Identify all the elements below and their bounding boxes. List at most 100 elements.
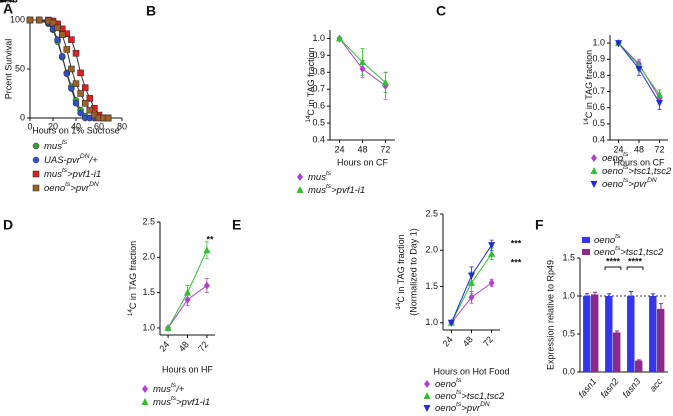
x-axis-label: Hours on HF [162,364,214,374]
lane-label: 3 [0,0,3,4]
legend-swatch [582,237,590,243]
group-label: >pvf1-i1 [0,0,16,4]
bar [583,296,591,372]
text-part: oeno [0,0,8,4]
error-bar [636,359,641,362]
data-point [164,323,172,331]
data-point [488,242,496,250]
data-point [77,90,84,97]
data-point [72,100,80,107]
x-tick-label: 72 [654,144,664,154]
error-bar [614,330,619,334]
text-part: mus [308,172,326,183]
lane-label: 1 [0,0,3,4]
y-tick-label: 0.5 [562,328,575,338]
text-part: oeno [602,153,623,164]
lane-label: 2 [0,0,3,4]
text-part: oeno [0,0,8,4]
panel-letter: F [535,217,544,233]
text-part: >tsc1,tsc2 [628,166,672,177]
y-tick-label: 0.8 [592,70,605,80]
legend-label: oenots>tsc1,tsc2 [435,389,505,401]
error-bar [585,293,590,299]
text-part: >tsc1,tsc2 [620,247,664,258]
legend-marker [590,181,598,188]
bar [613,332,621,372]
text-part: mus [44,169,62,180]
y-tick-label: 0.7 [592,86,605,96]
x-tick-label: 48 [177,339,191,353]
text-part: ts [615,245,621,252]
legend-label: oenots [435,377,462,389]
data-point [77,109,84,117]
data-point [615,40,623,48]
text-part: ts [171,382,177,389]
text-part: oeno [602,166,623,177]
text-part: ts [326,170,332,177]
legend-label: musts [308,170,332,182]
data-point [68,85,75,92]
y-tick-label: 0.5 [592,118,605,128]
x-axis-label: Hours on CF [613,157,665,167]
group-label: >pvrDN [0,0,14,4]
y-tick-label: 0.4 [592,134,605,144]
text-part: mus [0,0,7,4]
legend-marker [297,173,303,181]
text-part: >pvf1-i1 [331,185,365,196]
legend-marker [424,380,430,388]
lane-label: 3 [0,0,3,4]
group-label: oenots [0,0,13,4]
text-part: ts [623,151,629,158]
text-part: >pvf1-i1 [0,0,16,4]
data-point [86,106,94,114]
data-point [58,53,66,60]
text-part: oeno [435,403,456,414]
text-part: >pvf1-i1 [67,169,101,180]
y-axis-label: Expression relative to Rp49 [545,260,555,370]
y-axis-label: 14C in TAG fraction [395,234,406,309]
text-part: 14 [127,309,134,317]
data-point [104,114,112,122]
text-part: >pvf1-i1 [176,397,210,408]
text-part: mus [0,0,7,4]
lane-label: 3 [0,0,3,4]
text-part: oeno [594,247,615,258]
group-label: >pvrDN [0,0,14,4]
text-part: >tsc1,2 [0,0,15,4]
panel-letter: B [146,3,156,19]
error-bar [629,290,634,301]
legend-label: oenots [594,233,621,245]
x-tick-label: 60 [94,121,104,131]
y-tick-label: 1.5 [425,281,438,291]
data-point [26,16,34,24]
data-point [81,84,89,91]
error-bar [658,303,663,315]
y-tick-label: 0.6 [312,101,325,111]
y-axis-sublabel: (Normalized to Day 1) [408,228,418,316]
panel-letter: E [232,217,241,233]
x-tick-label: 72 [380,144,390,154]
x-tick-label: 48 [357,144,367,154]
text-part: mus [0,0,7,4]
text-part: oeno [435,391,456,402]
legend-label: oenots>tsc1,tsc2 [602,164,672,176]
legend-label: oenots [602,151,629,163]
legend-swatch [582,249,590,255]
error-bar [651,293,656,299]
panel-letter: A [3,1,13,17]
y-tick-label: 100 [10,14,25,24]
y-tick-label: 1.0 [592,37,605,47]
group-label: oenots [0,0,13,4]
data-point [54,36,61,43]
data-point [635,65,643,73]
group-label: oenots [0,0,13,4]
error-bar [607,293,612,299]
lane-label: 1 [0,0,3,4]
data-point [81,100,89,107]
x-tick-label: 72 [481,334,495,348]
data-point [184,288,191,296]
y-tick-label: 2.0 [142,252,155,262]
annotation: *** [511,257,522,267]
text-part: ts [65,181,71,188]
legend-marker [32,156,40,164]
